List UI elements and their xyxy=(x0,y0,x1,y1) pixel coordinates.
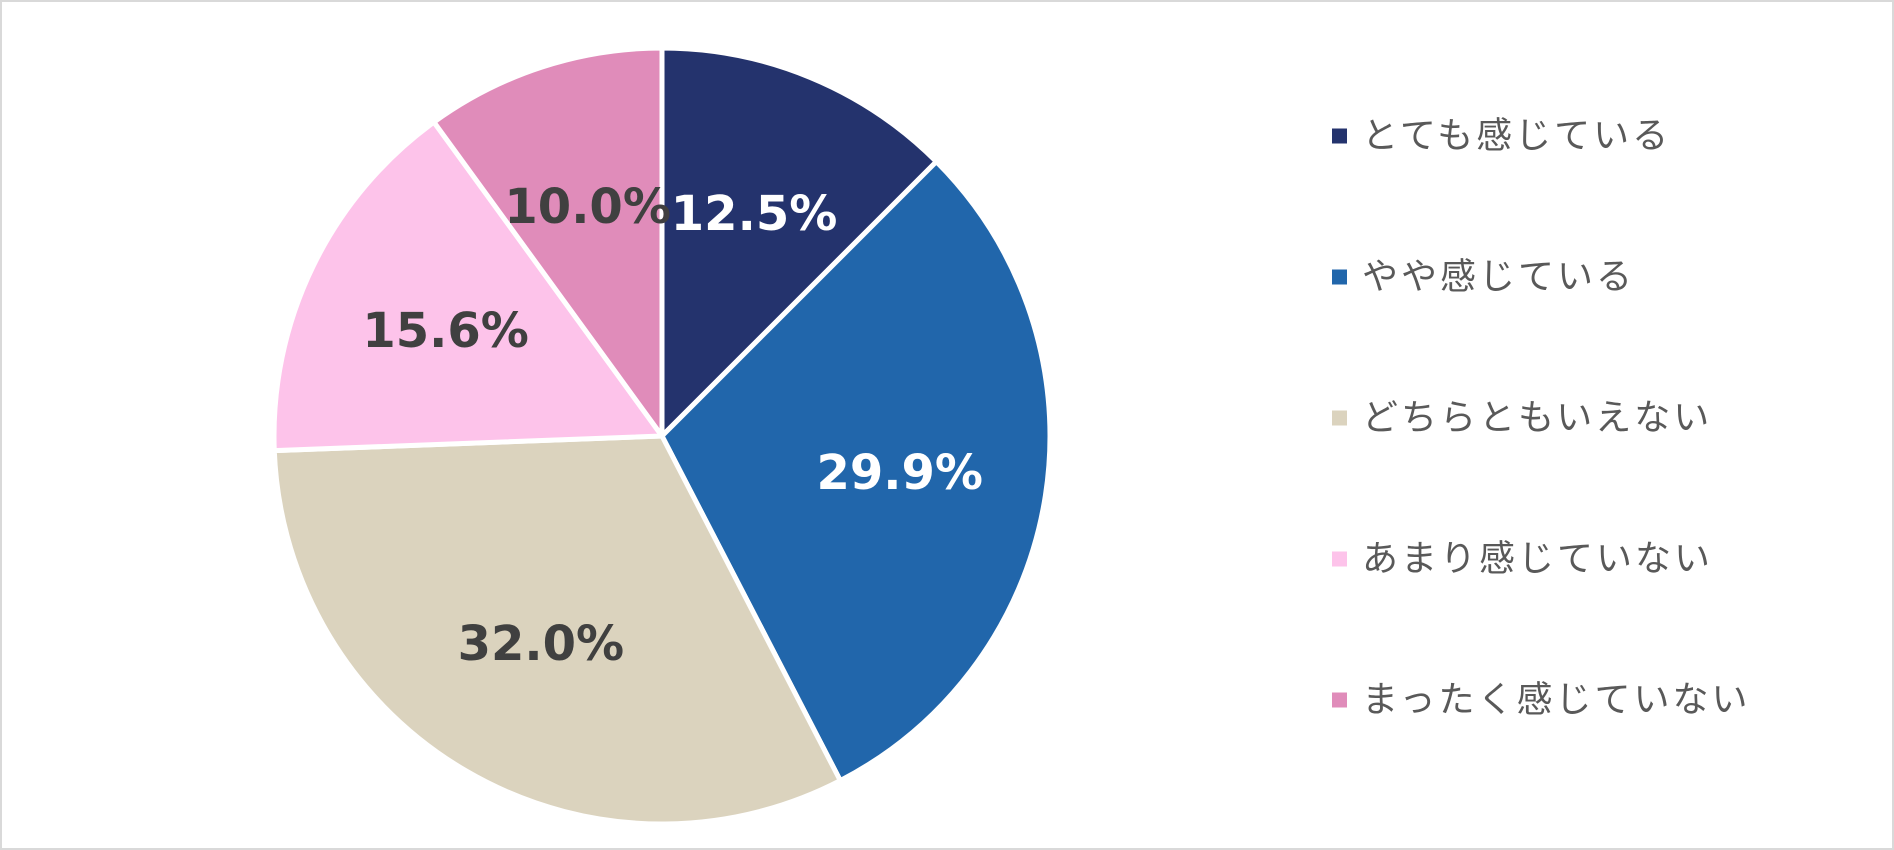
pie-slice-2 xyxy=(271,433,843,827)
legend-item-2: どちらともいえない xyxy=(1332,398,1712,439)
legend-label-1: やや感じている xyxy=(1362,257,1635,298)
legend-label-2: どちらともいえない xyxy=(1362,398,1712,439)
data-label-2: 32.0% xyxy=(458,616,625,672)
legend-item-0: とても感じている xyxy=(1332,116,1671,157)
legend: とても感じているやや感じているどちらともいえないあまり感じていないまったく感じて… xyxy=(1332,116,1751,721)
data-label-0: 12.5% xyxy=(671,186,838,242)
legend-item-4: まったく感じていない xyxy=(1332,680,1751,721)
pie-slice-3 xyxy=(271,119,665,454)
pie-data-labels: 12.5% 29.9% 32.0% 15.6% 10.0% xyxy=(362,179,983,672)
legend-swatch-3 xyxy=(1332,551,1347,567)
legend-label-4: まったく感じていない xyxy=(1362,680,1751,721)
legend-swatch-2 xyxy=(1332,410,1347,426)
data-label-4: 10.0% xyxy=(504,179,671,235)
data-label-3: 15.6% xyxy=(362,303,529,359)
pie-slice-0 xyxy=(659,45,939,439)
legend-swatch-0 xyxy=(1332,128,1347,144)
data-label-1: 29.9% xyxy=(816,445,983,501)
legend-item-1: やや感じている xyxy=(1332,257,1635,298)
pie-slice-1 xyxy=(659,159,1053,784)
pie-slice-4 xyxy=(431,45,665,439)
legend-label-3: あまり感じていない xyxy=(1362,539,1713,580)
legend-swatch-4 xyxy=(1332,692,1347,708)
legend-label-0: とても感じている xyxy=(1362,116,1671,157)
pie-slices xyxy=(271,45,1053,827)
legend-swatch-1 xyxy=(1332,269,1347,285)
legend-item-3: あまり感じていない xyxy=(1332,539,1713,580)
